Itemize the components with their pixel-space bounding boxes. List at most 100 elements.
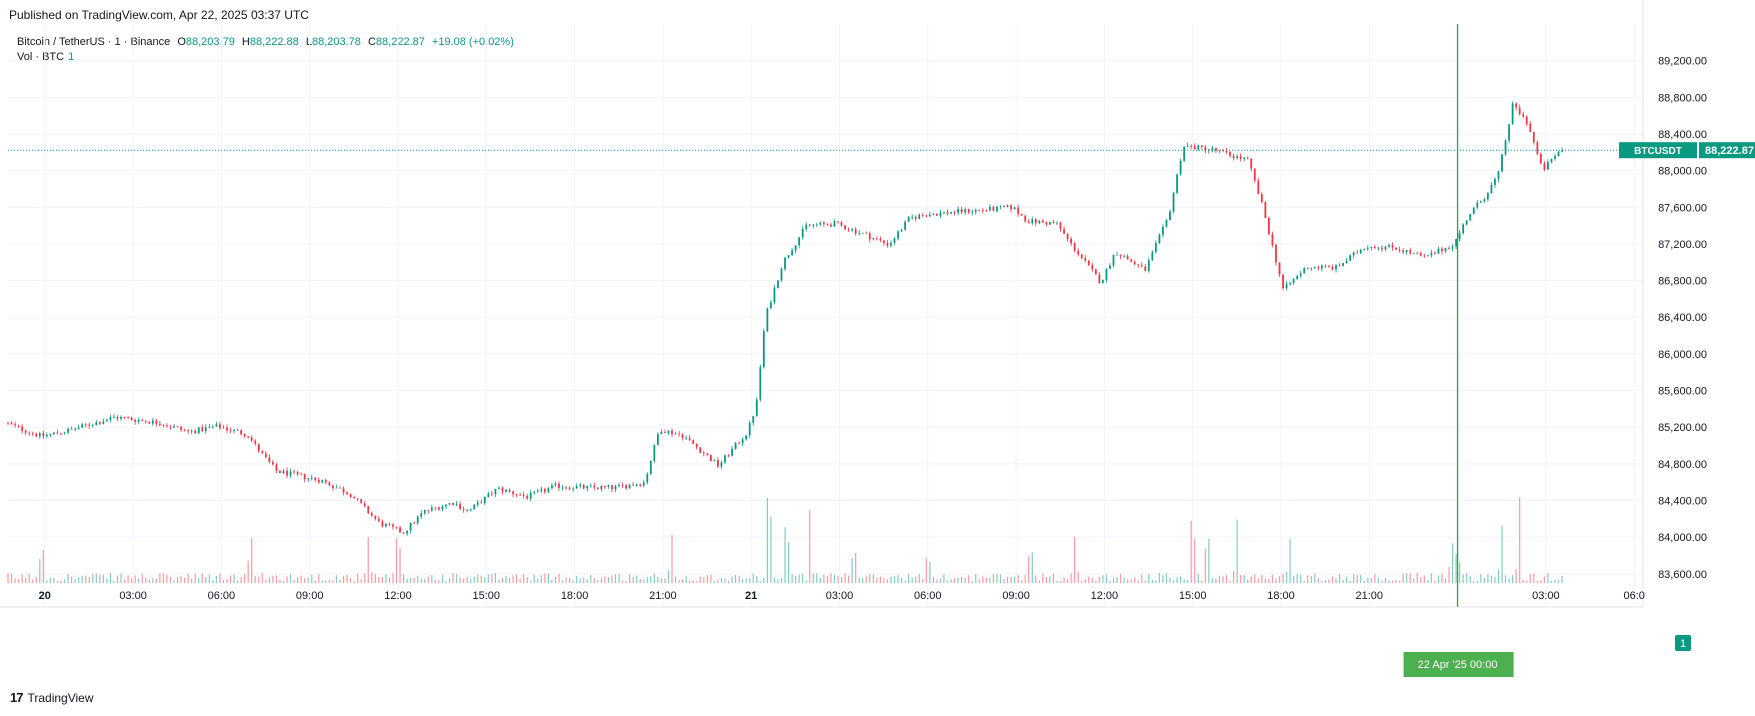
candle-body bbox=[60, 433, 62, 435]
volume-bar bbox=[922, 579, 924, 583]
volume-bar bbox=[191, 578, 193, 583]
candle-body bbox=[303, 474, 306, 480]
volume-bar bbox=[1031, 552, 1033, 583]
candle-body bbox=[1024, 215, 1027, 222]
volume-bar bbox=[463, 578, 465, 583]
candle-body bbox=[978, 209, 981, 211]
volume-bar bbox=[1119, 574, 1122, 583]
candle-body bbox=[1465, 220, 1468, 225]
candle-body bbox=[907, 217, 910, 222]
candle-body bbox=[932, 214, 935, 215]
candle-body bbox=[24, 430, 27, 433]
candle-body bbox=[593, 485, 596, 488]
volume-bar bbox=[328, 579, 331, 583]
volume-bar bbox=[614, 574, 617, 583]
candle-body bbox=[1405, 250, 1408, 253]
volume-bar bbox=[1321, 580, 1323, 583]
candle-body bbox=[219, 424, 221, 429]
volume-bar bbox=[420, 578, 422, 583]
candle-body bbox=[120, 416, 122, 419]
candle-body bbox=[974, 209, 977, 212]
volume-tag-box bbox=[1675, 635, 1691, 651]
candle-body bbox=[148, 421, 151, 424]
candle-body bbox=[1038, 220, 1041, 224]
candle-body bbox=[201, 427, 204, 432]
candle-body bbox=[851, 229, 854, 231]
candle-body bbox=[512, 491, 514, 495]
volume-bar bbox=[1476, 580, 1478, 583]
candle-body bbox=[257, 443, 260, 452]
volume-bar bbox=[1402, 573, 1404, 583]
volume-bar bbox=[63, 579, 66, 583]
candle-body bbox=[964, 209, 967, 213]
volume-bar bbox=[1240, 574, 1242, 583]
volume-bar bbox=[1289, 538, 1291, 583]
candle-body bbox=[53, 432, 55, 434]
volume-bar bbox=[205, 577, 207, 583]
volume-bar bbox=[1158, 573, 1161, 583]
candle-body bbox=[162, 425, 165, 426]
candle-body bbox=[81, 424, 84, 428]
volume-bar bbox=[720, 577, 723, 583]
candle-body bbox=[646, 473, 649, 483]
price-tick-label: 86,800.00 bbox=[1658, 276, 1707, 288]
volume-bar bbox=[1271, 574, 1274, 583]
volume-bar bbox=[410, 577, 412, 583]
candle-body bbox=[430, 507, 433, 511]
candle-body bbox=[649, 460, 652, 474]
volume-bar bbox=[597, 579, 599, 583]
candle-body bbox=[755, 399, 758, 417]
volume-bar bbox=[254, 576, 256, 583]
volume-bar bbox=[332, 580, 334, 583]
tradingview-logo[interactable]: 17 TradingView bbox=[10, 690, 94, 705]
volume-bar bbox=[1137, 580, 1139, 583]
candle-body bbox=[1338, 265, 1341, 267]
volume-bar bbox=[724, 578, 726, 583]
candle-body bbox=[667, 430, 670, 433]
volume-bar bbox=[32, 579, 34, 583]
volume-bar bbox=[936, 579, 938, 583]
price-tick-label: 85,200.00 bbox=[1658, 422, 1707, 434]
volume-bar bbox=[833, 574, 836, 583]
volume-bar bbox=[1098, 576, 1100, 583]
volume-bar bbox=[523, 574, 525, 583]
candle-body bbox=[1271, 234, 1274, 245]
candle-body bbox=[1049, 222, 1051, 225]
candle-body bbox=[490, 493, 493, 495]
volume-bar bbox=[491, 574, 493, 583]
time-tick-label: 21:00 bbox=[1356, 590, 1384, 602]
candle-body bbox=[1232, 155, 1235, 159]
volume-bar bbox=[434, 579, 436, 583]
volume-bar bbox=[353, 580, 355, 583]
candle-body bbox=[1458, 233, 1461, 239]
volume-bar bbox=[286, 576, 288, 583]
candle-body bbox=[731, 448, 733, 456]
candle-body bbox=[1034, 219, 1037, 224]
volume-bar bbox=[851, 558, 853, 583]
candle-body bbox=[996, 206, 998, 211]
volume-bar bbox=[1451, 543, 1454, 583]
candle-body bbox=[572, 488, 575, 490]
volume-bar bbox=[208, 574, 210, 583]
candle-body bbox=[134, 420, 137, 422]
volume-bar bbox=[664, 578, 666, 583]
candle-body bbox=[1303, 268, 1306, 274]
volume-bar bbox=[1536, 580, 1538, 583]
candle-body bbox=[423, 509, 426, 514]
volume-bar bbox=[261, 573, 263, 583]
symbol-title[interactable]: Bitcoin / TetherUS · 1 · Binance bbox=[17, 36, 171, 48]
volume-bar bbox=[1084, 578, 1086, 583]
volume-bar bbox=[141, 573, 143, 583]
candle-body bbox=[1190, 145, 1193, 147]
volume-bar bbox=[1381, 580, 1383, 583]
volume-bar bbox=[1070, 573, 1072, 583]
volume-bar bbox=[950, 579, 952, 583]
volume-bar bbox=[473, 576, 475, 583]
candle-body bbox=[992, 206, 995, 211]
volume-label[interactable]: Vol · BTC bbox=[17, 51, 65, 63]
volume-bar bbox=[251, 538, 253, 583]
candle-body bbox=[921, 214, 924, 216]
candle-body bbox=[526, 495, 529, 499]
candle-body bbox=[709, 455, 712, 462]
